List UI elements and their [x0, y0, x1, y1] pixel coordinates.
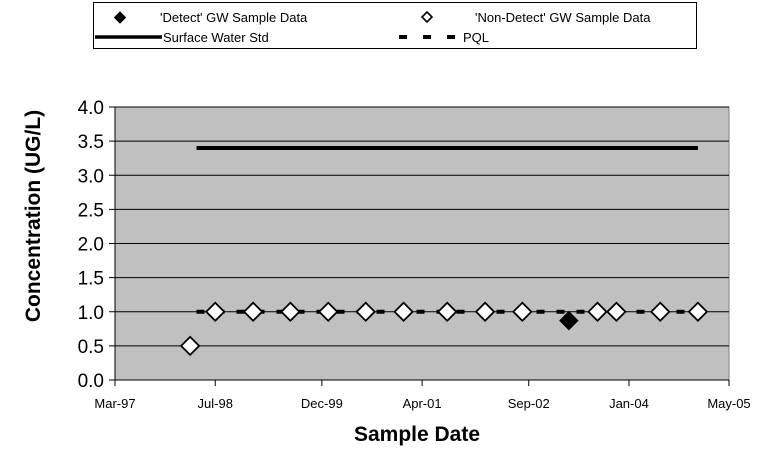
- non-detect-point: [204, 301, 226, 323]
- x-tick-label: Mar-97: [94, 396, 135, 411]
- non-detect-point: [280, 301, 301, 323]
- legend-layer: 'Detect' GW Sample Data 'Non-Detect' GW …: [95, 10, 651, 45]
- series: [179, 145, 709, 357]
- non-detect-point: [512, 301, 533, 323]
- non-detect-point: [587, 301, 608, 323]
- y-tick-label: 2.5: [78, 200, 104, 221]
- x-tick-label: Apr-01: [403, 396, 442, 411]
- y-axis-title: Concentration (UG/L): [22, 110, 45, 322]
- gridlines: [115, 106, 729, 347]
- legend-label-pql: PQL: [463, 30, 489, 45]
- x-tick-label: Sep-02: [508, 396, 550, 411]
- non-detect-point: [393, 301, 414, 323]
- legend-label-non-detect: 'Non-Detect' GW Sample Data: [475, 10, 651, 25]
- legend: [93, 2, 697, 49]
- axes: [109, 106, 730, 386]
- non-detect-point: [242, 301, 264, 323]
- non-detect-point: [355, 301, 376, 323]
- y-tick-label: 2.0: [78, 235, 104, 256]
- y-tick-label: 3.5: [78, 132, 104, 153]
- non-detect-point: [606, 301, 627, 323]
- detect-point: [559, 310, 579, 331]
- x-axis-title: Sample Date: [354, 423, 480, 446]
- non-detect-point: [649, 301, 671, 323]
- legend-marker-non-detect: [420, 10, 434, 24]
- non-detect-point: [687, 301, 709, 323]
- y-tick-label: 4.0: [78, 98, 104, 119]
- non-detect-point: [179, 335, 201, 357]
- y-tick-label: 3.0: [78, 166, 104, 187]
- legend-marker-detect: [113, 11, 127, 24]
- y-tick-label: 1.5: [78, 269, 104, 290]
- x-tick-label: Dec-99: [301, 396, 343, 411]
- y-tick-label: 1.0: [78, 303, 104, 324]
- x-tick-label: Jul-98: [198, 396, 233, 411]
- non-detect-point: [317, 301, 339, 323]
- x-tick-label: May-05: [707, 396, 750, 411]
- legend-label-detect: 'Detect' GW Sample Data: [160, 10, 308, 25]
- y-tick-label: 0.0: [78, 371, 104, 392]
- non-detect-point: [436, 301, 458, 323]
- axis-labels: 0.0 0.5 1.0 1.5 2.0 2.5 3.0 3.5 4.0 Mar-97 Jul-98 D…: [78, 98, 751, 411]
- x-tick-label: Jan-04: [609, 396, 649, 411]
- legend-label-surface-water-std: Surface Water Std: [163, 30, 269, 45]
- non-detect-point: [474, 301, 496, 323]
- y-tick-label: 0.5: [78, 337, 104, 358]
